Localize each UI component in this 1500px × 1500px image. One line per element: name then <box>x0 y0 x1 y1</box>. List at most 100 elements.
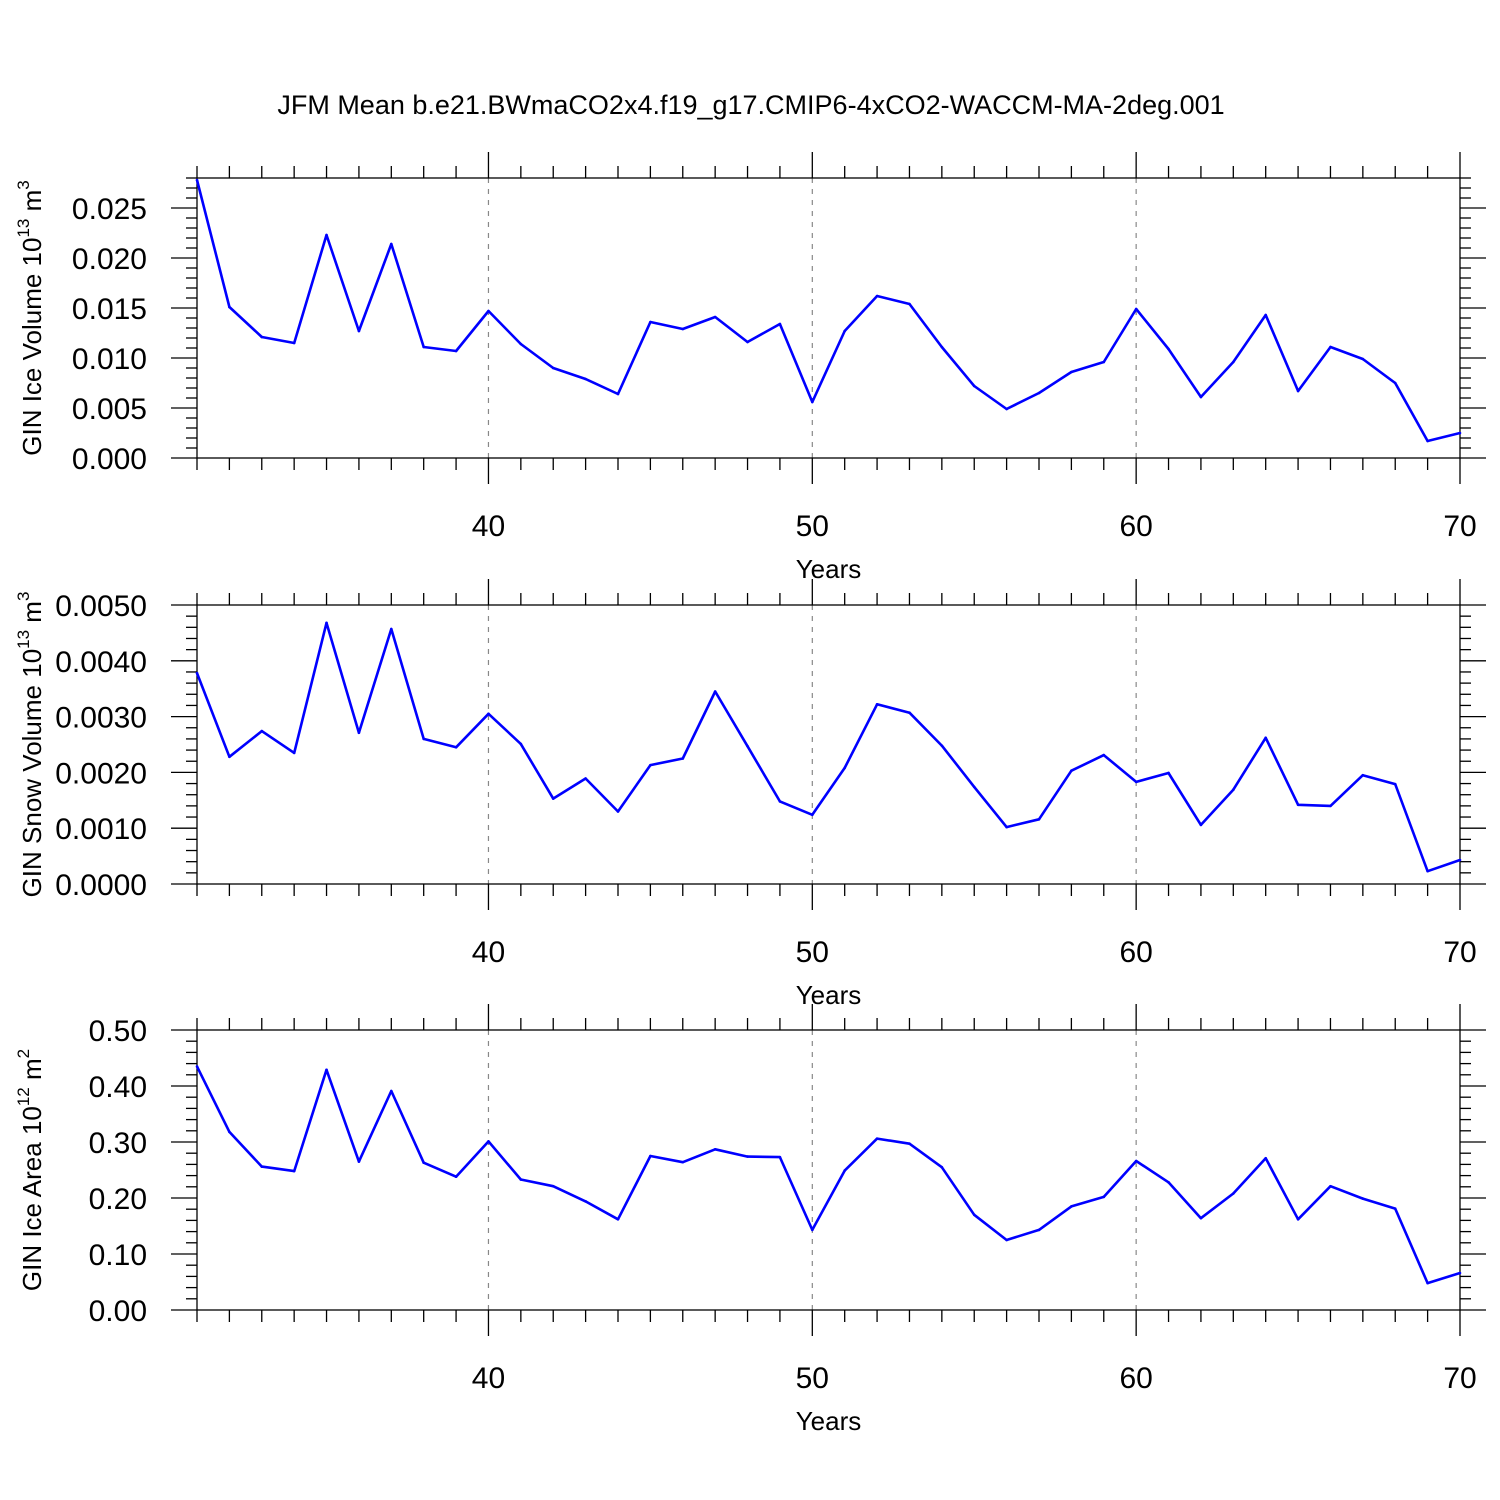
data-point <box>551 797 555 800</box>
x-tick-label: 70 <box>1443 936 1476 969</box>
data-point <box>1037 391 1041 395</box>
data-point <box>778 1155 782 1159</box>
data-point <box>1329 804 1332 808</box>
data-point <box>357 731 361 735</box>
panel-ice-area: 0.00 0.10 0.20 0.30 0.40 0.50 40 50 60 70 Years GIN… <box>14 1004 1486 1436</box>
data-point <box>1005 825 1008 829</box>
x-tick-label: 50 <box>796 936 829 969</box>
data-point <box>972 384 976 388</box>
data-point <box>1005 407 1008 411</box>
data-point <box>843 329 846 333</box>
data-point <box>195 178 199 182</box>
data-point <box>1361 773 1365 777</box>
data-point <box>908 711 911 714</box>
y-tick-label: 0.10 <box>89 1239 147 1272</box>
data-point <box>940 345 944 349</box>
plot-frame <box>196 177 1461 459</box>
y-tick-label: 0.30 <box>89 1127 147 1160</box>
data-point <box>519 742 523 746</box>
x-tick-label: 70 <box>1443 1362 1476 1395</box>
data-point <box>390 242 393 246</box>
data-point <box>454 745 458 749</box>
data-point <box>1167 1181 1170 1184</box>
data-point <box>1232 788 1235 791</box>
x-tick-label: 40 <box>472 936 505 969</box>
data-point <box>357 329 361 333</box>
data-point <box>1426 1281 1429 1285</box>
data-point <box>1393 782 1397 786</box>
data-point <box>1264 1156 1267 1160</box>
data-point <box>778 800 782 803</box>
x-tick-label: 50 <box>796 510 829 543</box>
data-point <box>843 1169 846 1172</box>
y-axis-title: GIN Ice Volume 1013 m3 <box>14 180 47 456</box>
data-point <box>1037 1228 1041 1232</box>
data-point <box>1393 381 1397 385</box>
data-point <box>260 1165 264 1168</box>
data-point <box>1426 869 1429 873</box>
y-axis-title-unit-exponent: 3 <box>14 592 33 601</box>
data-point <box>908 1142 911 1145</box>
data-point <box>681 757 685 760</box>
data-point <box>1329 345 1332 349</box>
data-point <box>746 1155 749 1158</box>
data-point <box>1264 313 1267 317</box>
plot-frame <box>196 1029 1461 1311</box>
x-axis-title: Years <box>796 1406 862 1436</box>
data-point <box>325 621 328 625</box>
data-point <box>713 315 717 319</box>
data-point <box>487 1140 490 1143</box>
data-point <box>519 342 523 346</box>
y-axis-title-unit-exponent: 3 <box>14 180 33 189</box>
y-axis-title-exponent: 12 <box>14 1087 33 1106</box>
data-point <box>292 341 296 345</box>
data-point <box>325 1068 328 1072</box>
data-point <box>616 810 620 813</box>
y-tick-label: 0.0040 <box>55 646 147 679</box>
data-point <box>260 729 264 733</box>
data-point <box>875 703 879 706</box>
data-point <box>1005 1238 1008 1242</box>
data-point <box>260 335 264 339</box>
data-point <box>1232 1192 1235 1195</box>
y-axis-title-text: GIN Ice Area 10 <box>17 1106 47 1291</box>
data-point <box>875 294 879 298</box>
data-point <box>422 345 425 349</box>
x-tick-label: 40 <box>472 510 505 543</box>
y-tick-label: 0.0020 <box>55 757 147 790</box>
data-point <box>422 737 425 741</box>
data-point <box>1393 1207 1397 1210</box>
data-point <box>778 322 782 326</box>
y-axis-title-unit: m <box>17 601 47 630</box>
data-point <box>1296 1217 1300 1221</box>
y-tick-label: 0.020 <box>72 243 147 276</box>
data-point <box>940 744 944 747</box>
data-point <box>487 712 490 716</box>
data-point <box>811 400 814 404</box>
y-tick-label: 0.005 <box>72 393 147 426</box>
data-point <box>1070 1205 1073 1208</box>
y-axis-title-unit-exponent: 2 <box>14 1049 33 1058</box>
data-point <box>1102 1195 1106 1199</box>
data-point <box>1361 1197 1365 1200</box>
data-point <box>940 1165 944 1169</box>
data-point <box>616 1217 620 1221</box>
panel-ice-volume: 0.000 0.005 0.010 0.015 0.020 0.025 40 50 60 70 Ye… <box>14 152 1486 584</box>
data-point <box>390 627 393 631</box>
data-point <box>1070 769 1073 773</box>
data-point <box>1167 771 1170 775</box>
x-tick-label: 60 <box>1119 1362 1152 1395</box>
y-axis-title: GIN Ice Area 1012 m2 <box>14 1049 47 1291</box>
data-point <box>551 366 555 370</box>
data-point <box>746 744 749 748</box>
y-tick-label: 0.025 <box>72 193 147 226</box>
data-point <box>195 1065 199 1068</box>
x-axis-title: Years <box>796 980 862 1010</box>
data-point <box>228 755 231 759</box>
data-point <box>1134 307 1138 311</box>
data-point <box>422 1161 425 1165</box>
data-point <box>1199 395 1203 399</box>
y-tick-label: 0.0010 <box>55 813 147 846</box>
y-axis-title-unit: m <box>17 1058 47 1087</box>
